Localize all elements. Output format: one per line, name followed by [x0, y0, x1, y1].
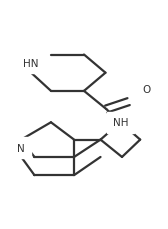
Text: NH: NH	[113, 118, 128, 128]
Text: O: O	[143, 85, 151, 95]
Text: N: N	[17, 143, 25, 153]
Text: HN: HN	[23, 59, 39, 68]
